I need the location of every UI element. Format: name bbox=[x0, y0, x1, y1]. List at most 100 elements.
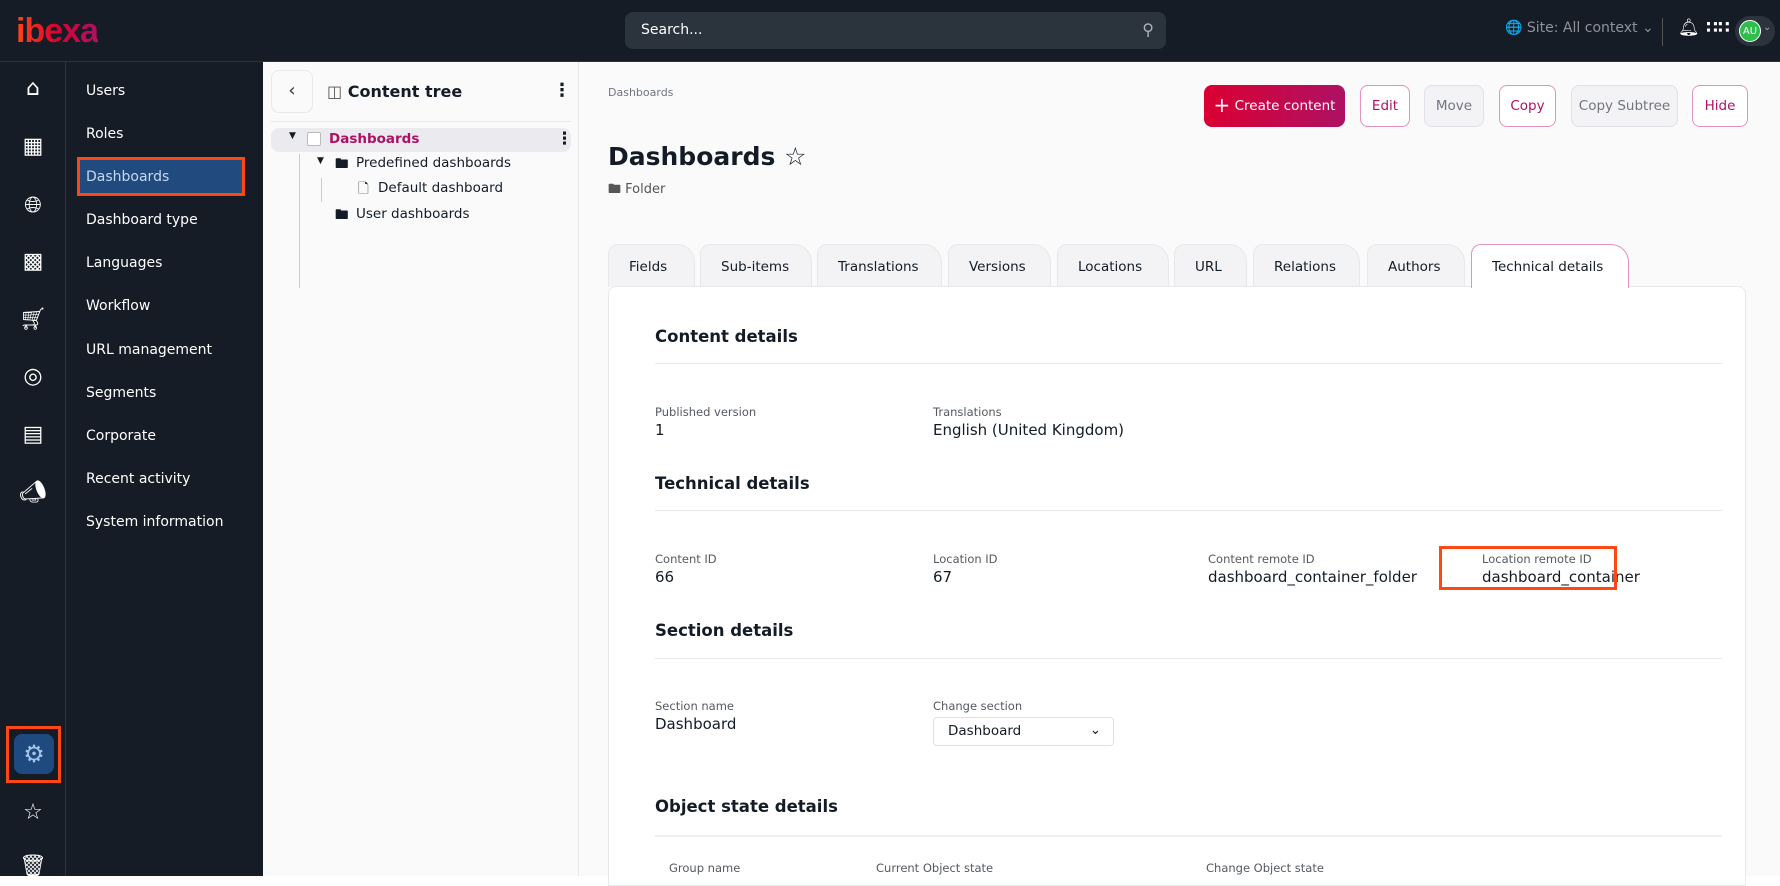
tab-technical-details[interactable]: Technical details bbox=[1471, 244, 1629, 288]
tree-item-label: Dashboards bbox=[329, 131, 420, 147]
submenu-item-system-information[interactable]: System information bbox=[86, 514, 224, 530]
admin-submenu: Users Roles Dashboards Dashboard type La… bbox=[66, 62, 263, 876]
user-menu[interactable]: AU ⌄ bbox=[1735, 16, 1775, 46]
content-remote-id-label: Content remote ID bbox=[1208, 552, 1315, 566]
star-icon[interactable]: ☆ bbox=[784, 142, 807, 171]
forms-icon[interactable]: ▤ bbox=[22, 422, 44, 447]
chevron-left-icon: ‹ bbox=[288, 80, 296, 101]
move-button[interactable]: Move bbox=[1424, 85, 1484, 127]
apps-grid-icon[interactable]: ∷∷ bbox=[1706, 18, 1730, 38]
highlight-box bbox=[1439, 546, 1617, 590]
tree-icon: ◫ bbox=[327, 82, 343, 101]
location-remote-id-label: Location remote ID bbox=[1482, 552, 1592, 566]
avatar: AU bbox=[1739, 20, 1761, 42]
folder-icon: 🖿 bbox=[335, 207, 349, 223]
home-icon[interactable]: ⌂ bbox=[26, 76, 40, 101]
create-content-label: Create content bbox=[1234, 98, 1336, 114]
top-bar: ibexa Search... ⚲ 🌐 Site: All context ⌄ 🔔… bbox=[0, 0, 1780, 62]
tree-guide-line bbox=[321, 178, 322, 202]
tab-relations[interactable]: Relations bbox=[1253, 244, 1360, 287]
divider bbox=[271, 121, 571, 122]
submenu-item-corporate[interactable]: Corporate bbox=[86, 428, 156, 444]
tree-item-default-dashboard[interactable]: Default dashboard bbox=[378, 180, 504, 196]
tab-url[interactable]: URL bbox=[1174, 244, 1247, 287]
tab-fields[interactable]: Fields bbox=[608, 244, 695, 287]
chevron-down-icon: ⌄ bbox=[1763, 22, 1772, 33]
tree-item-dashboards[interactable]: ▼ Dashboards ⋮ bbox=[271, 128, 573, 152]
tree-item-predefined-dashboards[interactable]: Predefined dashboards bbox=[356, 155, 512, 171]
submenu-item-workflow[interactable]: Workflow bbox=[86, 298, 151, 314]
personalization-icon[interactable]: ◎ bbox=[23, 364, 43, 389]
megaphone-icon[interactable]: 📣︎ bbox=[19, 480, 47, 505]
caret-down-icon[interactable]: ▼ bbox=[289, 131, 296, 141]
content-id-value: 66 bbox=[655, 568, 675, 586]
tab-sub-items[interactable]: Sub-items bbox=[700, 244, 812, 287]
submenu-item-dashboards[interactable]: Dashboards bbox=[86, 169, 170, 185]
submenu-item-users[interactable]: Users bbox=[86, 83, 126, 99]
checkbox[interactable] bbox=[307, 132, 321, 146]
tab-locations[interactable]: Locations bbox=[1057, 244, 1169, 287]
technical-details-heading: Technical details bbox=[655, 474, 810, 493]
column-header-group-name: Group name bbox=[669, 861, 741, 875]
translations-value: English (United Kingdom) bbox=[933, 421, 1125, 439]
copy-button[interactable]: Copy bbox=[1499, 85, 1556, 127]
column-header-current-state: Current Object state bbox=[876, 861, 994, 875]
submenu-item-segments[interactable]: Segments bbox=[86, 385, 157, 401]
divider bbox=[655, 658, 1722, 659]
tree-item-user-dashboards[interactable]: User dashboards bbox=[356, 206, 470, 222]
location-id-value: 67 bbox=[933, 568, 953, 586]
page-title: Dashboards ☆ bbox=[608, 142, 807, 171]
divider bbox=[655, 510, 1722, 511]
bell-icon[interactable]: 🔔︎ bbox=[1678, 18, 1700, 38]
submenu-item-roles[interactable]: Roles bbox=[86, 126, 124, 142]
kebab-menu-icon[interactable]: ⋮ bbox=[556, 129, 573, 149]
section-name-label: Section name bbox=[655, 699, 734, 713]
location-remote-id-value: dashboard_container bbox=[1482, 568, 1640, 586]
breadcrumb[interactable]: Dashboards bbox=[608, 86, 674, 99]
hide-button[interactable]: Hide bbox=[1692, 85, 1748, 127]
cart-icon[interactable]: 🛒︎ bbox=[19, 307, 47, 332]
edit-button[interactable]: Edit bbox=[1360, 85, 1410, 127]
content-remote-id-value: dashboard_container_folder bbox=[1208, 568, 1417, 586]
tab-translations[interactable]: Translations bbox=[817, 244, 942, 287]
kebab-menu-icon[interactable]: ⋮ bbox=[553, 80, 571, 101]
collapse-button[interactable]: ‹ bbox=[271, 70, 313, 113]
search-input[interactable]: Search... ⚲ bbox=[625, 12, 1166, 49]
main-content: Dashboards + Create content Edit Move Co… bbox=[579, 62, 1780, 886]
structure-icon[interactable]: ▦ bbox=[22, 134, 44, 159]
trash-icon[interactable]: 🗑︎ bbox=[19, 854, 47, 879]
ibexa-logo[interactable]: ibexa bbox=[16, 12, 99, 50]
tree-guide-line bbox=[299, 154, 300, 288]
active-item-highlight bbox=[77, 157, 245, 196]
change-section-select[interactable]: Dashboard ⌄ bbox=[933, 717, 1114, 746]
section-name-value: Dashboard bbox=[655, 715, 737, 733]
site-context-selector[interactable]: 🌐 Site: All context ⌄ bbox=[1505, 20, 1654, 36]
divider bbox=[655, 835, 1722, 837]
plus-icon: + bbox=[1213, 93, 1231, 117]
technical-details-panel: Content details Published version 1 Tran… bbox=[608, 286, 1746, 886]
chevron-down-icon: ⌄ bbox=[1641, 20, 1654, 36]
search-placeholder: Search... bbox=[641, 22, 703, 38]
page-title-text: Dashboards bbox=[608, 142, 776, 171]
submenu-item-recent-activity[interactable]: Recent activity bbox=[86, 471, 191, 487]
content-id-label: Content ID bbox=[655, 552, 717, 566]
create-content-button[interactable]: + Create content bbox=[1204, 85, 1345, 127]
copy-subtree-button[interactable]: Copy Subtree bbox=[1571, 85, 1678, 127]
tab-versions[interactable]: Versions bbox=[948, 244, 1051, 287]
star-icon[interactable]: ☆ bbox=[23, 800, 43, 825]
submenu-item-languages[interactable]: Languages bbox=[86, 255, 163, 271]
folder-icon: 🖿 bbox=[608, 182, 622, 197]
location-id-label: Location ID bbox=[933, 552, 998, 566]
highlight-box bbox=[6, 726, 61, 783]
search-icon[interactable]: ⚲ bbox=[1142, 20, 1154, 39]
tab-authors[interactable]: Authors bbox=[1367, 244, 1465, 287]
product-catalog-icon[interactable]: ▩ bbox=[22, 249, 44, 274]
caret-down-icon[interactable]: ▼ bbox=[317, 156, 324, 166]
submenu-item-dashboard-type[interactable]: Dashboard type bbox=[86, 212, 198, 228]
settings-icon[interactable]: ⚙ bbox=[14, 734, 54, 774]
published-version-value: 1 bbox=[655, 421, 665, 439]
globe-icon[interactable]: 🌐︎ bbox=[24, 193, 42, 218]
section-details-heading: Section details bbox=[655, 621, 794, 640]
divider bbox=[1662, 18, 1663, 46]
submenu-item-url-management[interactable]: URL management bbox=[86, 342, 213, 358]
